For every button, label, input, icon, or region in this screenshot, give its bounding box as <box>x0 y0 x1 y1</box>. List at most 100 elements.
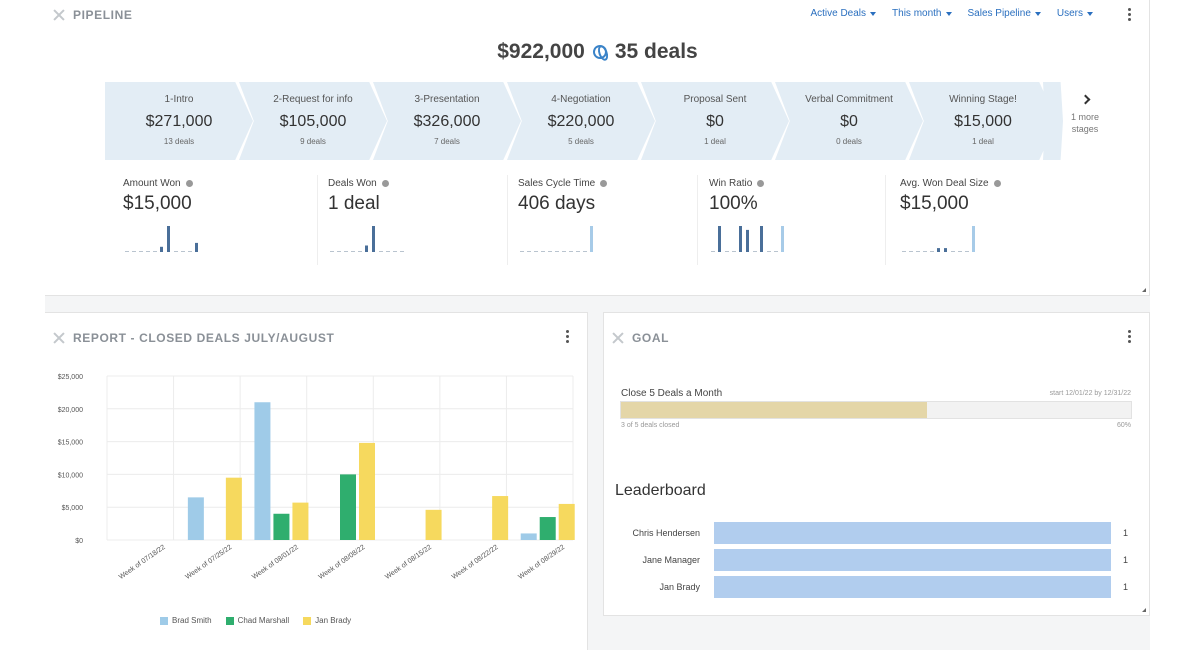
bar[interactable] <box>425 509 442 540</box>
info-icon[interactable] <box>600 180 608 187</box>
drag-handle-icon[interactable] <box>612 332 624 344</box>
leaderboard-row[interactable]: Chris Hendersen 1 <box>610 522 1140 544</box>
filter-active-deals[interactable]: Active Deals <box>810 8 877 19</box>
x-tick-label: Week of 08/29/22 <box>517 544 566 581</box>
filter-pipeline[interactable]: Sales Pipeline <box>968 8 1041 19</box>
leaderboard-title: Leaderboard <box>615 482 706 499</box>
resize-handle-icon[interactable] <box>1142 608 1146 612</box>
sparkline-baseline <box>132 251 136 252</box>
bar[interactable] <box>340 474 356 540</box>
legend-item-chad-marshall[interactable]: Chad Marshall <box>225 616 289 625</box>
stage-proposal-sent[interactable]: Proposal Sent $0 1 deal <box>641 82 789 160</box>
bar[interactable] <box>539 517 556 540</box>
goal-menu-icon[interactable] <box>1128 330 1132 345</box>
metric-label-row: Win Ratio <box>709 178 889 189</box>
x-tick-label: Week of 08/08/22 <box>318 544 367 581</box>
report-menu-icon[interactable] <box>566 330 570 345</box>
leaderboard-count: 1 <box>1122 582 1128 592</box>
x-tick-label: Week of 08/22/22 <box>451 544 500 581</box>
sparkline-baseline <box>534 251 538 252</box>
sparkline-baseline <box>344 251 348 252</box>
bar[interactable] <box>187 497 204 540</box>
bar[interactable] <box>359 442 375 540</box>
filter-period[interactable]: This month <box>892 8 952 19</box>
stage-deals: 0 deals <box>836 137 862 146</box>
sparkline-baseline <box>527 251 531 252</box>
info-icon[interactable] <box>757 180 765 187</box>
pipeline-filters: Active Deals This month Sales Pipeline U… <box>810 8 1093 19</box>
x-tick-label: Week of 08/01/22 <box>251 544 300 581</box>
stage-verbal-commitment[interactable]: Verbal Commitment $0 0 deals <box>775 82 923 160</box>
metric-label-row: Amount Won <box>123 178 303 189</box>
stage-request-info[interactable]: 2-Request for info $105,000 9 deals <box>239 82 387 160</box>
bar[interactable] <box>492 496 509 540</box>
stage-value: $0 <box>840 113 858 130</box>
sparkline-baseline <box>930 251 934 252</box>
legend-swatch <box>225 616 234 625</box>
goal-dates: start 12/01/22 by 12/31/22 <box>1049 390 1131 397</box>
x-tick-label: Week of 07/25/22 <box>184 544 233 581</box>
sparkline-bar <box>972 226 975 252</box>
sparkline-baseline <box>520 251 524 252</box>
y-tick-label: $25,000 <box>58 374 83 381</box>
metric-value: 1 deal <box>328 193 380 214</box>
leaderboard-row[interactable]: Jan Brady 1 <box>610 576 1140 598</box>
stage-negotiation[interactable]: 4-Negotiation $220,000 5 deals <box>507 82 655 160</box>
report-panel: REPORT - CLOSED DEALS JULY/AUGUST <box>45 312 588 650</box>
metric-label: Deals Won <box>328 178 377 189</box>
metric-deals-won[interactable]: Deals Won 1 deal <box>328 178 508 268</box>
panel-gap <box>588 312 603 650</box>
stage-value: $326,000 <box>413 113 481 130</box>
leaderboard-row[interactable]: Jane Manager 1 <box>610 549 1140 571</box>
resize-handle-icon[interactable] <box>1142 288 1146 292</box>
sparkline-baseline <box>576 251 580 252</box>
bar[interactable] <box>254 402 271 540</box>
divider <box>507 175 508 265</box>
sparkline <box>520 226 593 252</box>
bar[interactable] <box>225 477 242 540</box>
more-stages-button[interactable]: 1 more stages <box>1060 94 1110 135</box>
stage-name: Winning Stage! <box>949 94 1017 105</box>
stage-next-partial[interactable] <box>1043 82 1063 160</box>
sparkline-bar <box>781 226 784 252</box>
stage-name: Proposal Sent <box>683 94 747 105</box>
bar[interactable] <box>520 533 537 540</box>
info-icon[interactable] <box>185 180 193 187</box>
metric-avg-won-deal-size[interactable]: Avg. Won Deal Size $15,000 <box>900 178 1080 268</box>
stage-value: $15,000 <box>954 113 1012 130</box>
stage-intro[interactable]: 1-Intro $271,000 13 deals <box>105 82 253 160</box>
sparkline-baseline <box>732 251 736 252</box>
bar[interactable] <box>292 502 309 540</box>
legend-item-brad-smith[interactable]: Brad Smith <box>160 616 212 625</box>
stage-presentation[interactable]: 3-Presentation $326,000 7 deals <box>373 82 521 160</box>
leaderboard-name: Jan Brady <box>659 582 700 592</box>
sparkline-bar <box>937 248 940 252</box>
sparkline-baseline <box>181 251 185 252</box>
sparkline-baseline <box>548 251 552 252</box>
filter-label: Users <box>1056 8 1083 19</box>
goal-header: GOAL <box>612 329 669 347</box>
sparkline-baseline <box>923 251 927 252</box>
info-icon[interactable] <box>993 180 1001 187</box>
bar[interactable] <box>273 513 290 540</box>
pipeline-menu-icon[interactable] <box>1128 8 1132 23</box>
bar[interactable] <box>558 503 575 540</box>
leaderboard-count: 1 <box>1122 528 1128 538</box>
metric-label-row: Sales Cycle Time <box>518 178 698 189</box>
filter-users[interactable]: Users <box>1057 8 1093 19</box>
leaderboard-bar <box>714 549 1111 571</box>
sparkline-baseline <box>146 251 150 252</box>
metric-amount-won[interactable]: Amount Won $15,000 <box>123 178 303 268</box>
stage-deals: 9 deals <box>300 137 326 146</box>
metric-sales-cycle-time[interactable]: Sales Cycle Time 406 days <box>518 178 698 268</box>
metric-win-ratio[interactable]: Win Ratio 100% <box>709 178 889 268</box>
sparkline-baseline <box>139 251 143 252</box>
sparkline-baseline <box>174 251 178 252</box>
leaderboard-bar <box>714 522 1111 544</box>
legend-item-jan-brady[interactable]: Jan Brady <box>303 616 351 625</box>
info-icon[interactable] <box>381 180 389 187</box>
stage-winning[interactable]: Winning Stage! $15,000 1 deal <box>909 82 1057 160</box>
metric-label: Avg. Won Deal Size <box>900 178 989 189</box>
caret-down-icon <box>1087 11 1093 16</box>
